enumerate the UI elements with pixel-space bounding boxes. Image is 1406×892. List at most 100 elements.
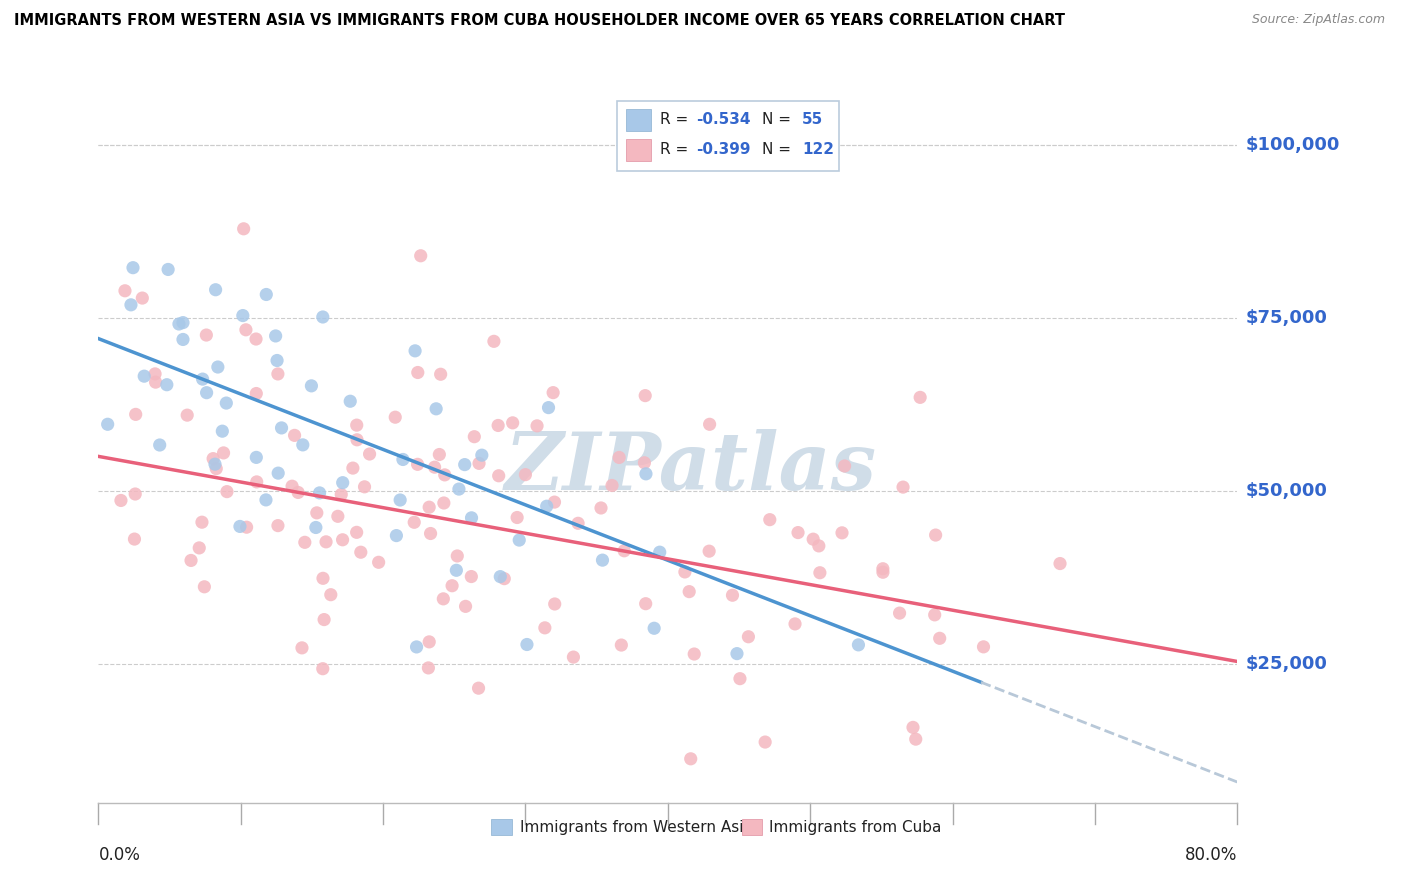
Text: Immigrants from Western Asia: Immigrants from Western Asia — [520, 820, 752, 835]
Point — [204, 457, 226, 471]
Point — [191, 515, 214, 529]
Point — [901, 720, 924, 734]
Point — [562, 650, 585, 665]
Point — [291, 438, 314, 452]
Point — [471, 448, 494, 462]
Point — [801, 532, 824, 546]
Point — [124, 487, 146, 501]
Point — [508, 533, 530, 547]
Point — [312, 310, 335, 324]
Point — [891, 480, 914, 494]
Point — [889, 606, 911, 620]
Point — [212, 446, 235, 460]
Point — [728, 672, 751, 686]
Point — [195, 385, 218, 400]
Point — [346, 433, 368, 447]
Point — [468, 456, 491, 470]
Point — [346, 418, 368, 433]
Point — [441, 579, 464, 593]
Point — [759, 513, 782, 527]
Point — [406, 458, 429, 472]
Point — [367, 555, 389, 569]
Point — [359, 447, 381, 461]
Point — [191, 372, 214, 386]
Point — [541, 385, 564, 400]
Point — [446, 563, 468, 577]
Point — [506, 510, 529, 524]
Point — [526, 418, 548, 433]
Point — [294, 535, 316, 549]
Point — [202, 451, 225, 466]
Point — [613, 543, 636, 558]
Point — [350, 545, 373, 559]
Point — [167, 317, 190, 331]
Point — [454, 599, 477, 614]
Point — [418, 661, 440, 675]
Text: 0.0%: 0.0% — [98, 846, 141, 863]
Point — [405, 640, 427, 654]
Point — [404, 516, 426, 530]
Point — [432, 591, 454, 606]
Point — [180, 553, 202, 567]
Point — [232, 222, 254, 236]
Point — [305, 520, 328, 534]
Point — [156, 377, 179, 392]
Point — [489, 569, 512, 583]
Point — [544, 597, 567, 611]
Point — [229, 519, 252, 533]
Point — [215, 484, 238, 499]
Text: $75,000: $75,000 — [1246, 309, 1327, 326]
Text: -0.399: -0.399 — [696, 143, 751, 157]
Point — [149, 438, 172, 452]
Point — [589, 500, 612, 515]
Point — [195, 328, 218, 343]
Point — [447, 482, 470, 496]
Point — [460, 569, 482, 583]
Point — [678, 584, 700, 599]
Point — [592, 553, 614, 567]
Text: ZIPatlas: ZIPatlas — [505, 429, 877, 506]
Point — [342, 461, 364, 475]
Point — [924, 607, 946, 622]
Point — [427, 448, 450, 462]
Point — [699, 417, 721, 432]
Point — [807, 539, 830, 553]
Point — [872, 566, 894, 580]
Point — [928, 632, 950, 646]
Point — [245, 450, 267, 465]
Point — [433, 496, 456, 510]
Point — [308, 486, 330, 500]
Point — [610, 638, 633, 652]
Point — [973, 640, 995, 654]
Point — [215, 396, 238, 410]
Point — [404, 343, 426, 358]
Text: 55: 55 — [803, 112, 824, 128]
Point — [872, 562, 894, 576]
Point — [97, 417, 120, 432]
Point — [808, 566, 831, 580]
Point — [312, 662, 335, 676]
Point — [193, 580, 215, 594]
Text: 122: 122 — [803, 143, 834, 157]
Point — [131, 291, 153, 305]
Point — [418, 500, 440, 515]
Point — [1049, 557, 1071, 571]
Point — [114, 284, 136, 298]
Point — [406, 366, 429, 380]
Point — [633, 456, 655, 470]
Point — [389, 493, 412, 508]
Point — [314, 613, 336, 627]
Point — [125, 408, 148, 422]
Point — [486, 418, 509, 433]
Point — [494, 572, 516, 586]
Point — [634, 389, 657, 403]
Point — [460, 511, 482, 525]
Point — [607, 450, 630, 465]
Text: N =: N = — [762, 143, 796, 157]
Point — [502, 416, 524, 430]
Point — [418, 635, 440, 649]
Point — [463, 430, 485, 444]
Point — [600, 478, 623, 492]
Point — [270, 421, 292, 435]
Point — [205, 461, 228, 475]
